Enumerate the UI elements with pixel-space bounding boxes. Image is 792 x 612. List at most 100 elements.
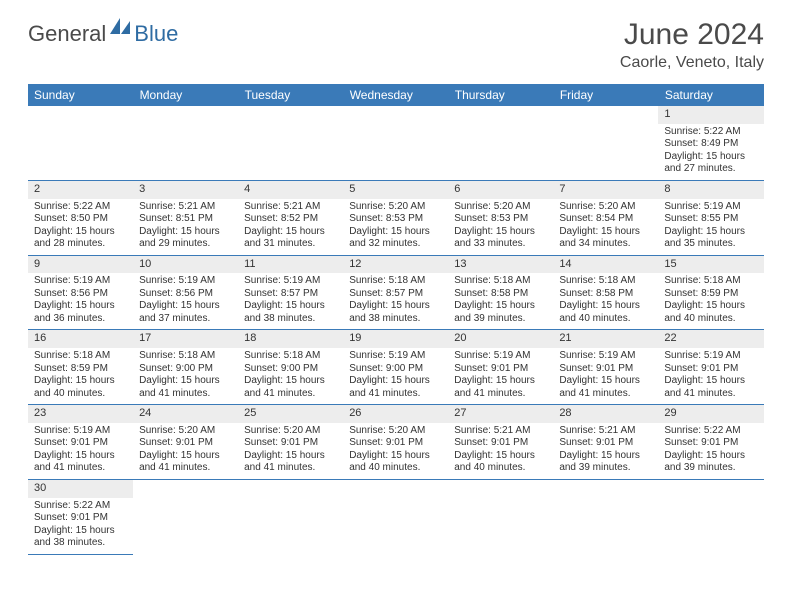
day-number — [133, 479, 238, 497]
day-d2: and 40 minutes. — [559, 313, 652, 326]
day-cell — [448, 498, 553, 555]
day-sunrise: Sunrise: 5:19 AM — [349, 350, 442, 363]
day-sunset: Sunset: 9:01 PM — [454, 437, 547, 450]
day-d2: and 41 minutes. — [559, 388, 652, 401]
day-cell: Sunrise: 5:20 AMSunset: 8:53 PMDaylight:… — [448, 199, 553, 256]
day-cell: Sunrise: 5:19 AMSunset: 9:01 PMDaylight:… — [448, 348, 553, 405]
day-sunrise: Sunrise: 5:19 AM — [34, 275, 127, 288]
day-sunset: Sunset: 8:54 PM — [559, 213, 652, 226]
day-sunset: Sunset: 9:00 PM — [244, 363, 337, 376]
day-d2: and 37 minutes. — [139, 313, 232, 326]
day-cell — [553, 498, 658, 555]
day-number: 23 — [28, 405, 133, 423]
day-header: Monday — [133, 84, 238, 106]
day-cell: Sunrise: 5:20 AMSunset: 9:01 PMDaylight:… — [343, 423, 448, 480]
day-d1: Daylight: 15 hours — [244, 300, 337, 313]
day-d1: Daylight: 15 hours — [664, 375, 757, 388]
day-number: 6 — [448, 180, 553, 198]
day-d2: and 35 minutes. — [664, 238, 757, 251]
day-number — [133, 106, 238, 124]
day-cell: Sunrise: 5:21 AMSunset: 9:01 PMDaylight:… — [448, 423, 553, 480]
day-d1: Daylight: 15 hours — [454, 300, 547, 313]
day-d2: and 33 minutes. — [454, 238, 547, 251]
day-sunset: Sunset: 8:53 PM — [349, 213, 442, 226]
day-sunrise: Sunrise: 5:19 AM — [139, 275, 232, 288]
day-sunset: Sunset: 8:50 PM — [34, 213, 127, 226]
day-d1: Daylight: 15 hours — [559, 450, 652, 463]
day-cell — [343, 124, 448, 181]
day-number — [28, 106, 133, 124]
day-number: 27 — [448, 405, 553, 423]
day-sunset: Sunset: 8:58 PM — [454, 288, 547, 301]
day-sunset: Sunset: 8:55 PM — [664, 213, 757, 226]
day-sunrise: Sunrise: 5:21 AM — [454, 425, 547, 438]
day-d1: Daylight: 15 hours — [559, 375, 652, 388]
day-d1: Daylight: 15 hours — [349, 300, 442, 313]
day-sunset: Sunset: 8:57 PM — [349, 288, 442, 301]
day-sunrise: Sunrise: 5:21 AM — [139, 201, 232, 214]
day-cell: Sunrise: 5:18 AMSunset: 9:00 PMDaylight:… — [133, 348, 238, 405]
day-sunrise: Sunrise: 5:20 AM — [559, 201, 652, 214]
day-sunset: Sunset: 8:56 PM — [34, 288, 127, 301]
title-block: June 2024 Caorle, Veneto, Italy — [620, 18, 764, 72]
day-number: 1 — [658, 106, 763, 124]
content-row: Sunrise: 5:22 AMSunset: 8:50 PMDaylight:… — [28, 199, 764, 256]
day-sunrise: Sunrise: 5:18 AM — [139, 350, 232, 363]
day-sunset: Sunset: 8:52 PM — [244, 213, 337, 226]
day-d1: Daylight: 15 hours — [454, 226, 547, 239]
day-d2: and 34 minutes. — [559, 238, 652, 251]
day-sunset: Sunset: 9:01 PM — [454, 363, 547, 376]
day-d1: Daylight: 15 hours — [349, 375, 442, 388]
day-d2: and 40 minutes. — [454, 462, 547, 475]
day-cell: Sunrise: 5:20 AMSunset: 8:53 PMDaylight:… — [343, 199, 448, 256]
day-number — [658, 479, 763, 497]
day-number: 29 — [658, 405, 763, 423]
day-d2: and 29 minutes. — [139, 238, 232, 251]
day-cell: Sunrise: 5:19 AMSunset: 8:56 PMDaylight:… — [28, 273, 133, 330]
day-header: Sunday — [28, 84, 133, 106]
location: Caorle, Veneto, Italy — [620, 54, 764, 72]
day-sunrise: Sunrise: 5:19 AM — [454, 350, 547, 363]
day-d1: Daylight: 15 hours — [139, 450, 232, 463]
day-d1: Daylight: 15 hours — [34, 450, 127, 463]
day-sunset: Sunset: 9:01 PM — [34, 512, 127, 525]
day-sunrise: Sunrise: 5:19 AM — [664, 201, 757, 214]
day-d1: Daylight: 15 hours — [664, 300, 757, 313]
day-cell: Sunrise: 5:20 AMSunset: 9:01 PMDaylight:… — [238, 423, 343, 480]
day-number: 21 — [553, 330, 658, 348]
daynum-row: 9101112131415 — [28, 255, 764, 273]
day-sunset: Sunset: 9:01 PM — [34, 437, 127, 450]
content-row: Sunrise: 5:18 AMSunset: 8:59 PMDaylight:… — [28, 348, 764, 405]
day-number: 26 — [343, 405, 448, 423]
day-d1: Daylight: 15 hours — [34, 226, 127, 239]
day-sunrise: Sunrise: 5:18 AM — [349, 275, 442, 288]
day-sunrise: Sunrise: 5:19 AM — [244, 275, 337, 288]
day-sunset: Sunset: 9:01 PM — [559, 437, 652, 450]
day-number: 30 — [28, 479, 133, 497]
day-d2: and 41 minutes. — [454, 388, 547, 401]
day-cell — [658, 498, 763, 555]
day-cell: Sunrise: 5:19 AMSunset: 8:55 PMDaylight:… — [658, 199, 763, 256]
day-d1: Daylight: 15 hours — [349, 226, 442, 239]
day-cell: Sunrise: 5:19 AMSunset: 9:00 PMDaylight:… — [343, 348, 448, 405]
day-d1: Daylight: 15 hours — [244, 226, 337, 239]
day-cell — [238, 498, 343, 555]
day-d1: Daylight: 15 hours — [349, 450, 442, 463]
day-number — [448, 479, 553, 497]
day-d1: Daylight: 15 hours — [244, 375, 337, 388]
day-sunset: Sunset: 9:00 PM — [139, 363, 232, 376]
day-sunset: Sunset: 8:57 PM — [244, 288, 337, 301]
day-sunset: Sunset: 9:01 PM — [559, 363, 652, 376]
day-d2: and 40 minutes. — [664, 313, 757, 326]
day-d1: Daylight: 15 hours — [244, 450, 337, 463]
day-cell: Sunrise: 5:22 AMSunset: 8:49 PMDaylight:… — [658, 124, 763, 181]
daynum-row: 23242526272829 — [28, 405, 764, 423]
day-sunrise: Sunrise: 5:19 AM — [559, 350, 652, 363]
day-header: Wednesday — [343, 84, 448, 106]
day-sunrise: Sunrise: 5:18 AM — [454, 275, 547, 288]
day-cell: Sunrise: 5:19 AMSunset: 9:01 PMDaylight:… — [553, 348, 658, 405]
day-number — [448, 106, 553, 124]
day-header: Friday — [553, 84, 658, 106]
day-number: 9 — [28, 255, 133, 273]
day-number — [238, 106, 343, 124]
